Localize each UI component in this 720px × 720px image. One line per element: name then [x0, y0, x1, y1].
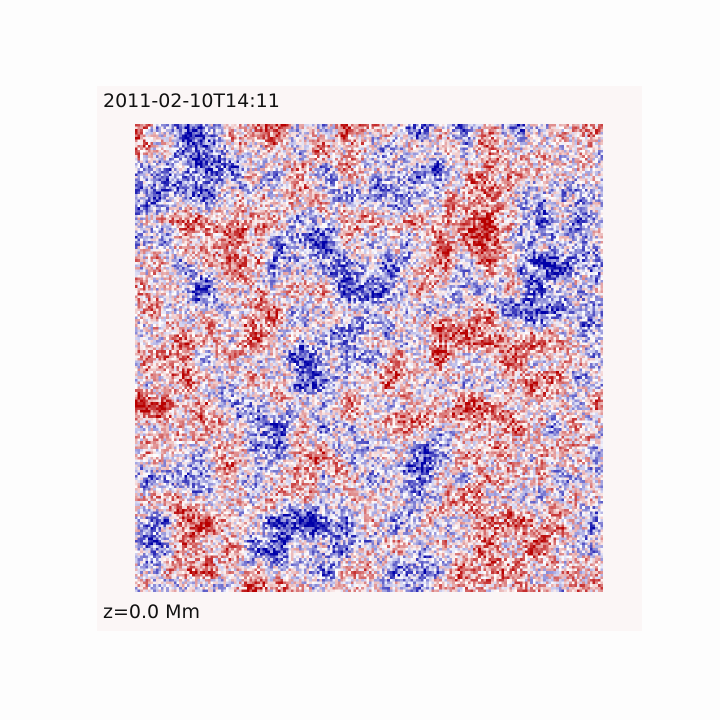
timestamp-label: 2011-02-10T14:11 [103, 90, 280, 112]
magnetic-field-map [135, 124, 603, 592]
height-label: z=0.0 Mm [103, 601, 201, 623]
